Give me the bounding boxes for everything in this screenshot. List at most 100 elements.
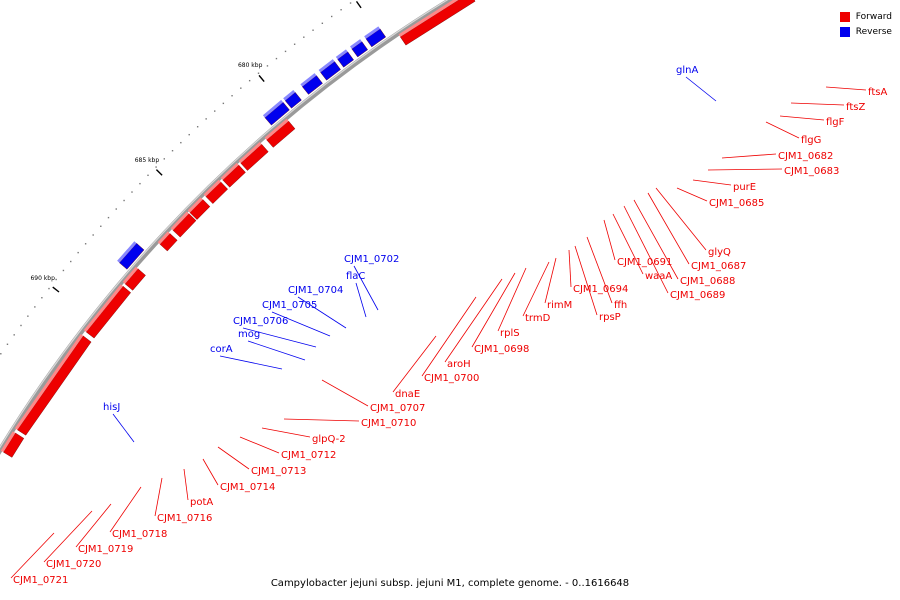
legend-label-reverse: Reverse xyxy=(855,26,892,37)
gene-label-flac: flaC xyxy=(346,271,365,282)
gene-label-cjm1-0700: CJM1_0700 xyxy=(424,373,479,384)
legend-item-reverse: Reverse xyxy=(839,24,892,39)
gene-label-cjm1-0689: CJM1_0689 xyxy=(670,290,725,301)
gene-label-ftsz: ftsZ xyxy=(846,102,865,113)
minor-tick-dots xyxy=(0,2,352,355)
gene-label-mog: mog xyxy=(238,329,260,340)
minor-tick xyxy=(70,260,72,263)
forward-leader-line xyxy=(261,427,311,438)
gene-label-cjm1-0720: CJM1_0720 xyxy=(46,559,101,570)
forward-leader-line xyxy=(655,187,707,251)
minor-tick xyxy=(180,141,182,144)
legend-item-forward: Forward xyxy=(839,9,892,24)
kbp-tick-label: 680 kbp xyxy=(238,62,263,69)
reverse-gene-block xyxy=(337,51,354,68)
minor-tick xyxy=(349,2,352,4)
reverse-gene-block xyxy=(320,61,341,81)
kbp-ticks: 655 kbp660 kbp665 kbp670 kbp675 kbp680 k… xyxy=(30,0,362,293)
kbp-tick-mark xyxy=(52,286,60,293)
reverse-swatch xyxy=(839,26,850,37)
forward-leader-line xyxy=(544,257,557,304)
minor-tick xyxy=(123,199,125,202)
forward-gene-block-top xyxy=(170,211,189,231)
gene-label-cjm1-0707: CJM1_0707 xyxy=(370,403,425,414)
minor-tick xyxy=(92,234,94,236)
reverse-gene-block-top xyxy=(262,99,284,118)
forward-gene-block-top xyxy=(238,142,262,164)
legend: Forward Reverse xyxy=(839,9,892,39)
gene-label-dnae: dnaE xyxy=(395,389,420,400)
forward-leader-line xyxy=(586,236,613,304)
forward-leader-line xyxy=(154,477,163,517)
forward-gene-block-top xyxy=(203,179,221,197)
reverse-leader-line xyxy=(247,340,306,361)
minor-tick xyxy=(139,182,141,185)
forward-gene-block xyxy=(172,213,197,238)
forward-leader-line xyxy=(75,503,112,548)
reverse-leader-line xyxy=(242,327,317,348)
gene-label-cjm1-0687: CJM1_0687 xyxy=(691,261,746,272)
forward-leader-line xyxy=(392,335,437,393)
forward-leader-line xyxy=(692,179,732,186)
gene-label-cjm1-0716: CJM1_0716 xyxy=(157,513,212,524)
forward-gene-block-top xyxy=(0,431,16,453)
legend-label-forward: Forward xyxy=(855,11,892,22)
forward-leader-line xyxy=(568,249,572,288)
minor-tick xyxy=(266,65,269,67)
minor-tick xyxy=(155,166,157,168)
genome-backbone xyxy=(0,0,455,455)
forward-leader-line xyxy=(765,121,800,139)
forward-leader-line xyxy=(522,261,550,317)
minor-tick xyxy=(196,126,199,128)
gene-label-rimm: rimM xyxy=(547,300,572,311)
forward-leader-line xyxy=(707,168,783,171)
forward-gene-block-top xyxy=(83,284,124,332)
gene-label-rpsp: rpsP xyxy=(599,312,621,323)
gene-label-waaa: waaA xyxy=(645,271,672,282)
forward-leader-line xyxy=(239,436,280,454)
forward-leader-line xyxy=(471,272,516,348)
minor-tick xyxy=(84,243,87,245)
forward-gene-block-top xyxy=(187,197,203,213)
minor-tick xyxy=(321,22,324,25)
forward-gene-block-top xyxy=(122,266,139,284)
gene-label-cjm1-0710: CJM1_0710 xyxy=(361,418,416,429)
forward-leader-line xyxy=(444,278,503,363)
reverse-gene-block xyxy=(284,92,302,109)
forward-leader-line xyxy=(202,458,219,486)
gene-label-trmd: trmD xyxy=(525,313,551,324)
minor-tick xyxy=(27,315,29,317)
forward-gene-block-top xyxy=(398,0,459,37)
gene-label-ffh: ffh xyxy=(614,300,627,311)
minor-tick xyxy=(20,324,22,327)
backbone-highlight xyxy=(0,0,449,449)
gene-label-cjm1-0682: CJM1_0682 xyxy=(778,151,833,162)
gene-label-glyq: glyQ xyxy=(708,247,731,258)
forward-leader-line xyxy=(612,213,644,275)
gene-label-cjm1-0683: CJM1_0683 xyxy=(784,166,839,177)
reverse-gene-block xyxy=(351,41,368,58)
gene-label-cjm1-0706: CJM1_0706 xyxy=(233,316,288,327)
reverse-leader-line xyxy=(355,282,367,318)
reverse-leader-line xyxy=(297,296,347,329)
forward-gene-block-top xyxy=(264,118,289,140)
minor-tick xyxy=(171,150,174,152)
minor-tick xyxy=(107,216,110,219)
gene-label-cjm1-0712: CJM1_0712 xyxy=(281,450,336,461)
kbp-tick-mark xyxy=(355,0,362,9)
minor-tick xyxy=(222,102,225,105)
minor-tick xyxy=(147,174,149,177)
forward-gene-block xyxy=(205,181,228,204)
minor-tick xyxy=(34,306,36,308)
kbp-tick-label: 685 kbp xyxy=(135,157,160,164)
gene-label-cjm1-0691: CJM1_0691 xyxy=(617,257,672,268)
forward-leader-line xyxy=(497,267,527,332)
gene-label-cjm1-0705: CJM1_0705 xyxy=(262,300,317,311)
minor-tick xyxy=(257,72,260,74)
reverse-leader-line xyxy=(353,265,379,311)
gene-label-glpq-2: glpQ-2 xyxy=(312,434,346,445)
minor-tick xyxy=(330,15,333,18)
forward-leader-line xyxy=(779,115,825,121)
reverse-gene-block-top xyxy=(335,49,348,60)
